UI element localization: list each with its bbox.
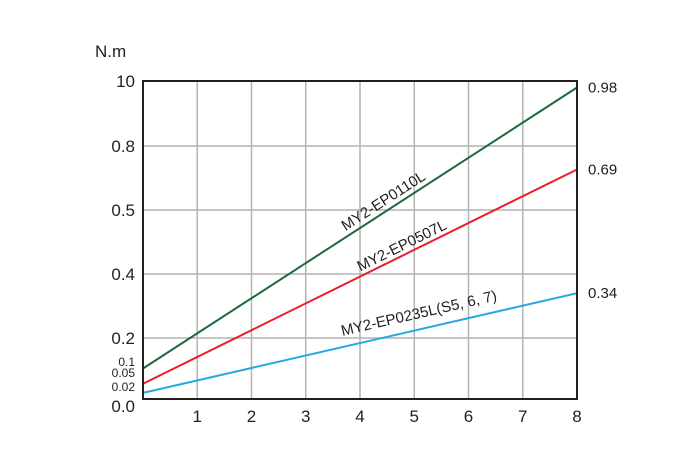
series-line — [142, 292, 578, 394]
x-tick-label: 4 — [355, 407, 364, 426]
series-name-label: MY2-EP0507L — [355, 217, 450, 275]
series-line — [142, 168, 578, 385]
start-value-label: 0.02 — [112, 380, 136, 394]
start-value-label: 0.1 — [118, 355, 135, 369]
end-value-label: 0.34 — [588, 285, 617, 302]
x-tick-labels: 1 2 3 4 5 6 7 8 — [193, 407, 582, 426]
end-value-label: 0.98 — [588, 80, 617, 97]
y-tick-label: 0.8 — [111, 137, 135, 156]
end-value-label: 0.69 — [588, 161, 617, 178]
y-tick-label: 0.5 — [111, 201, 135, 220]
x-tick-label: 8 — [572, 407, 581, 426]
start-value-label: 0.05 — [112, 366, 136, 380]
series-lines — [142, 86, 578, 394]
y-tick-label: 0.4 — [111, 265, 135, 284]
x-tick-label: 5 — [410, 407, 419, 426]
grid — [143, 81, 577, 399]
x-tick-label: 7 — [518, 407, 527, 426]
x-tick-label: 2 — [247, 407, 256, 426]
y-tick-label: 0.2 — [111, 329, 135, 348]
series-labels: 0.1 0.98 MY2-EP0110L 0.05 0.69 MY2-EP0507L 0.0… — [112, 80, 618, 395]
x-tick-label: 1 — [193, 407, 202, 426]
y-tick-label: 10 — [116, 72, 135, 91]
y-tick-label: 0.0 — [111, 397, 135, 416]
series-name-label: MY2-EP0110L — [338, 168, 428, 235]
series-line — [142, 86, 578, 370]
series-name-label: MY2-EP0235L(S5, 6, 7) — [339, 288, 498, 340]
y-tick-labels: 0.0 0.2 0.4 0.5 0.8 10 — [111, 72, 135, 416]
x-tick-label: 6 — [464, 407, 473, 426]
plot-frame — [142, 80, 578, 400]
x-tick-label: 3 — [301, 407, 310, 426]
y-axis-label: N.m — [95, 42, 126, 61]
